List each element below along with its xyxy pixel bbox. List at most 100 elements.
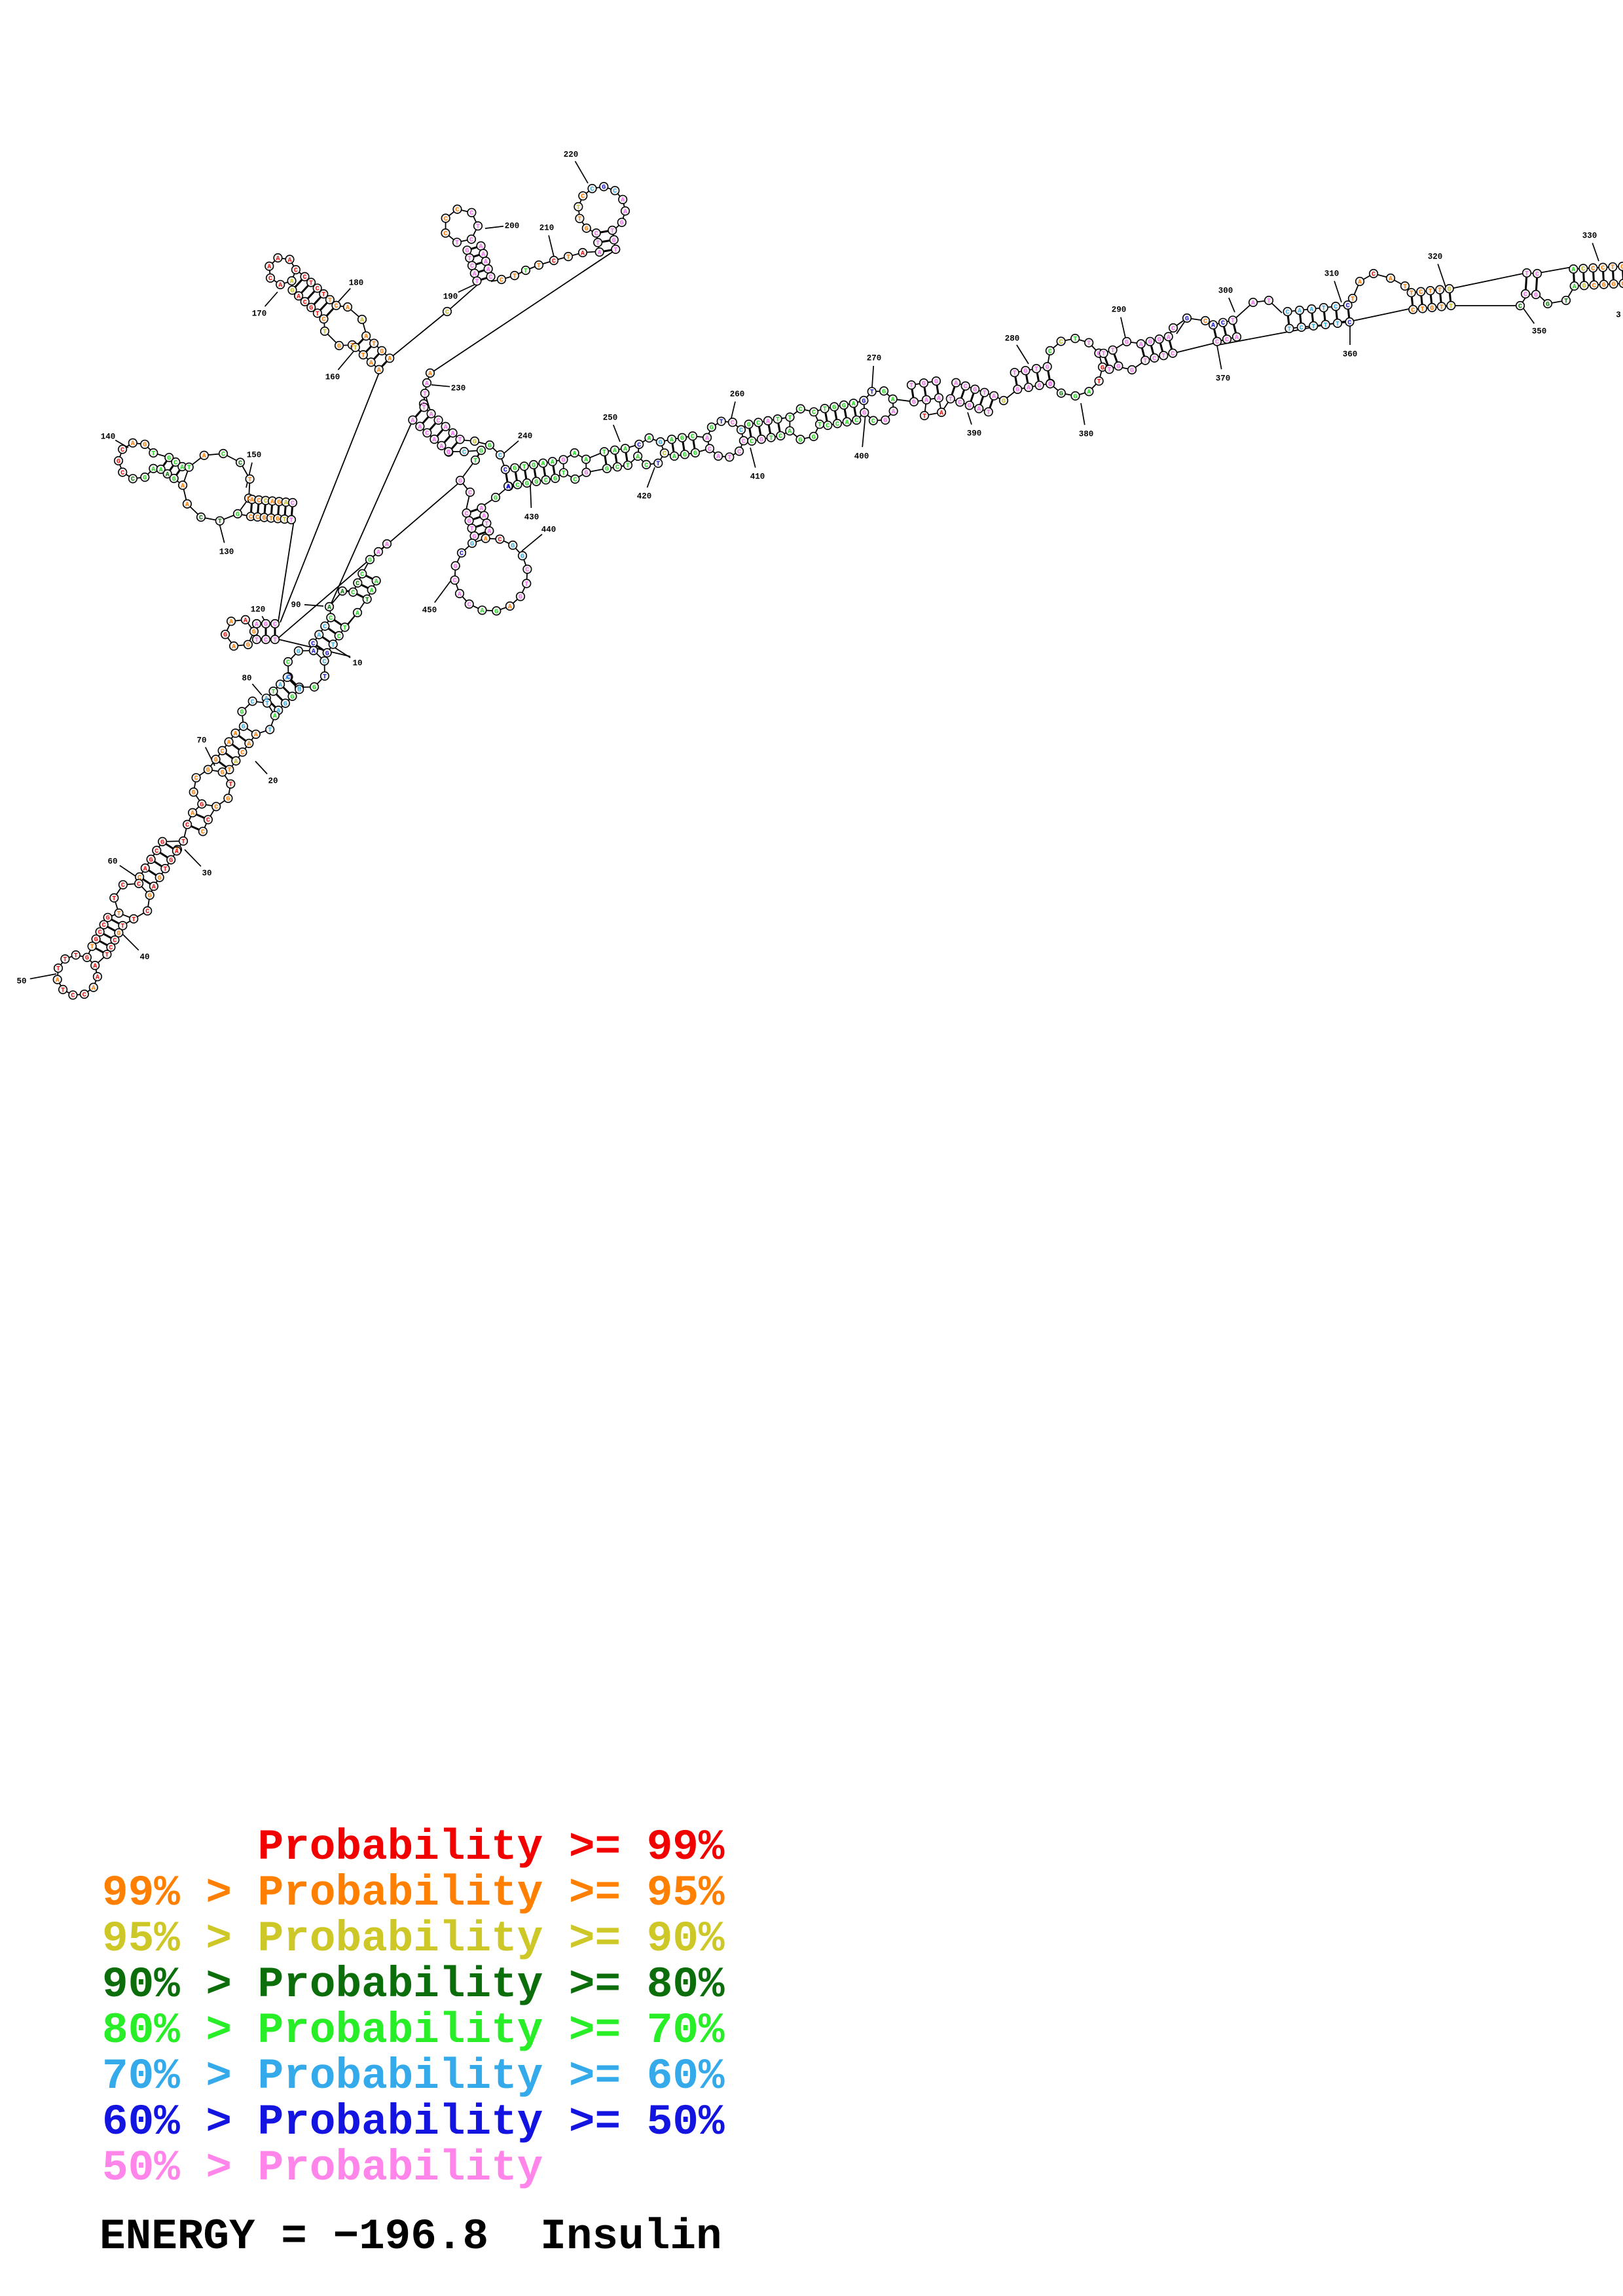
svg-text:A: A (977, 406, 981, 414)
svg-text:C: C (214, 804, 218, 812)
svg-text:G: G (1582, 283, 1586, 291)
svg-text:G: G (494, 609, 498, 616)
svg-text:A: A (247, 741, 251, 748)
svg-text:C: C (71, 993, 75, 1000)
svg-text:A: A (234, 731, 238, 738)
svg-text:G: G (862, 398, 866, 405)
svg-text:T: T (90, 944, 94, 951)
svg-text:A: A (954, 380, 958, 387)
svg-text:T: T (513, 273, 517, 280)
svg-text:A: A (229, 619, 233, 626)
svg-text:G: G (1046, 365, 1049, 372)
svg-text:C: C (82, 992, 86, 999)
svg-text:G: G (148, 893, 152, 900)
svg-text:T: T (524, 581, 528, 588)
svg-text:C: C (137, 874, 141, 882)
svg-text:C: C (467, 601, 471, 609)
svg-text:C: C (444, 216, 448, 223)
svg-text:C: C (311, 641, 315, 648)
svg-text:G: G (1612, 281, 1616, 289)
svg-text:G: G (200, 802, 204, 809)
svg-text:C: C (544, 478, 548, 485)
svg-text:C: C (316, 286, 319, 293)
svg-text:G: G (206, 767, 210, 774)
svg-text:T: T (343, 625, 347, 632)
svg-text:C: C (573, 476, 577, 484)
svg-text:T: T (537, 262, 541, 270)
svg-text:A: A (181, 483, 185, 490)
svg-text:A: A (613, 448, 617, 455)
svg-text:T: T (473, 457, 477, 465)
svg-text:G: G (1048, 381, 1052, 388)
svg-text:G: G (312, 685, 316, 692)
svg-text:T: T (566, 254, 570, 261)
svg-text:C: C (249, 514, 253, 521)
svg-text:80: 80 (242, 673, 251, 683)
svg-text:C: C (462, 449, 466, 456)
svg-text:C: C (663, 451, 666, 458)
svg-text:C: C (469, 210, 473, 217)
svg-text:C: C (356, 581, 359, 588)
svg-text:99% > Probability >= 95%: 99% > Probability >= 95% (102, 1869, 725, 1918)
svg-text:T: T (1410, 291, 1413, 298)
svg-text:T: T (151, 450, 155, 457)
svg-text:G: G (973, 387, 977, 394)
svg-text:450: 450 (422, 605, 437, 615)
svg-text:G: G (922, 381, 926, 388)
svg-text:220: 220 (564, 150, 579, 159)
svg-text:G: G (912, 399, 916, 406)
svg-text:C: C (503, 467, 507, 475)
svg-text:G: G (1130, 367, 1134, 374)
svg-text:T: T (596, 240, 600, 247)
svg-text:A: A (1389, 276, 1393, 283)
svg-text:G: G (309, 305, 313, 312)
svg-text:T: T (467, 256, 471, 263)
svg-text:C: C (498, 537, 501, 544)
svg-text:A: A (647, 436, 651, 443)
svg-text:190: 190 (443, 292, 458, 301)
svg-text:C: C (826, 423, 830, 430)
svg-text:C: C (615, 465, 619, 472)
svg-text:C: C (1592, 283, 1596, 290)
svg-text:140: 140 (101, 432, 116, 441)
svg-text:T: T (328, 297, 332, 304)
svg-text:T: T (1267, 298, 1271, 305)
svg-text:C: C (1225, 337, 1229, 344)
svg-text:A: A (508, 603, 512, 611)
svg-text:T: T (289, 517, 293, 524)
svg-text:C: C (871, 418, 875, 425)
svg-text:A: A (924, 397, 928, 404)
svg-text:T: T (271, 689, 275, 696)
svg-text:T: T (1143, 358, 1147, 365)
svg-text:G: G (447, 449, 450, 456)
svg-text:G: G (479, 448, 483, 455)
svg-text:C: C (1203, 318, 1207, 325)
svg-text:A: A (1358, 279, 1362, 286)
svg-text:A: A (598, 250, 602, 257)
svg-text:C: C (1620, 264, 1623, 271)
svg-text:T: T (987, 410, 991, 417)
svg-text:C: C (731, 420, 735, 427)
svg-text:G: G (883, 418, 887, 425)
svg-text:T: T (423, 391, 427, 398)
svg-text:C: C (1334, 304, 1338, 312)
svg-text:T: T (248, 476, 252, 484)
svg-text:A: A (410, 418, 414, 425)
svg-text:T: T (776, 417, 780, 424)
svg-text:C: C (1347, 319, 1351, 327)
svg-text:330: 330 (1582, 231, 1597, 240)
svg-text:C: C (470, 263, 474, 270)
svg-text:C: C (240, 750, 244, 757)
svg-text:A: A (418, 424, 422, 431)
svg-text:T: T (365, 597, 369, 604)
svg-text:T: T (1421, 306, 1425, 314)
svg-text:C: C (854, 418, 858, 425)
svg-text:T: T (720, 419, 723, 426)
svg-text:T: T (1525, 270, 1529, 278)
svg-text:C: C (360, 571, 364, 579)
svg-text:G: G (1534, 292, 1538, 299)
svg-text:A: A (484, 259, 488, 266)
svg-text:C: C (465, 511, 469, 518)
svg-text:T: T (613, 247, 617, 254)
svg-text:T: T (117, 911, 120, 918)
